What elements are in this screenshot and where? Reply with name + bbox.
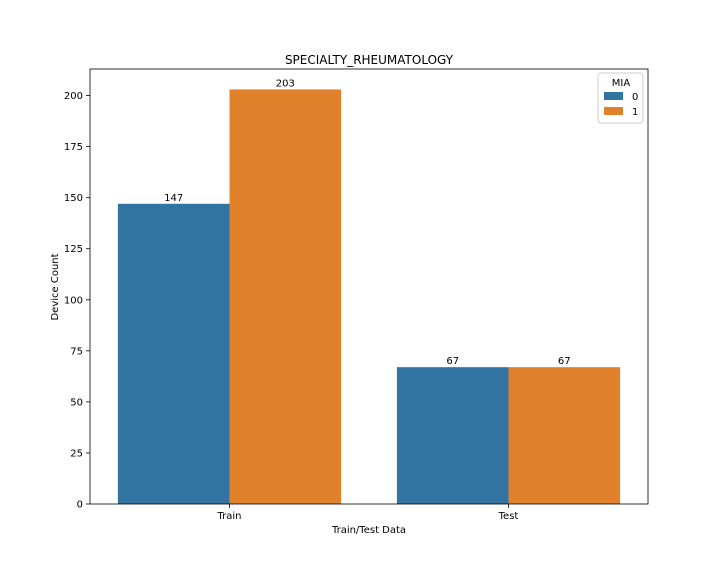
y-tick-label: 200 — [64, 91, 83, 102]
legend-title: MIA — [612, 78, 631, 89]
legend-label: 1 — [632, 107, 638, 118]
legend-swatch-mia-0 — [604, 92, 623, 100]
legend-label: 0 — [632, 92, 638, 103]
bar-value-label: 147 — [164, 193, 183, 204]
legend-swatch-mia-1 — [604, 107, 623, 115]
bar-value-label: 67 — [446, 356, 459, 367]
y-tick-label: 125 — [64, 244, 83, 255]
y-tick-label: 50 — [70, 397, 83, 408]
y-tick-label: 75 — [70, 346, 83, 357]
x-tick-label: Test — [498, 511, 519, 522]
y-tick-label: 100 — [64, 295, 83, 306]
y-tick-label: 150 — [64, 193, 83, 204]
bar-value-label: 203 — [276, 78, 295, 89]
bar-train-mia-0 — [117, 203, 230, 504]
y-tick-label: 25 — [70, 448, 83, 459]
bar-test-mia-1 — [508, 367, 621, 504]
y-tick-label: 175 — [64, 142, 83, 153]
x-axis-label: Train/Test Data — [331, 525, 406, 536]
axes-layer: Train Test 0 25 50 75 100 125 150 175 200 — [64, 68, 649, 522]
y-axis-label: Device Count — [50, 253, 61, 320]
chart-title: SPECIALTY_RHEUMATOLOGY — [285, 53, 454, 67]
bars-layer: 147 203 67 67 — [117, 78, 621, 504]
legend: MIA 0 1 — [597, 72, 644, 124]
bar-test-mia-0 — [396, 367, 509, 504]
plot-frame — [89, 68, 649, 505]
y-tick-label: 0 — [77, 500, 83, 511]
x-tick-label: Train — [217, 511, 242, 522]
bar-train-mia-1 — [229, 89, 342, 504]
bar-value-label: 67 — [558, 356, 571, 367]
